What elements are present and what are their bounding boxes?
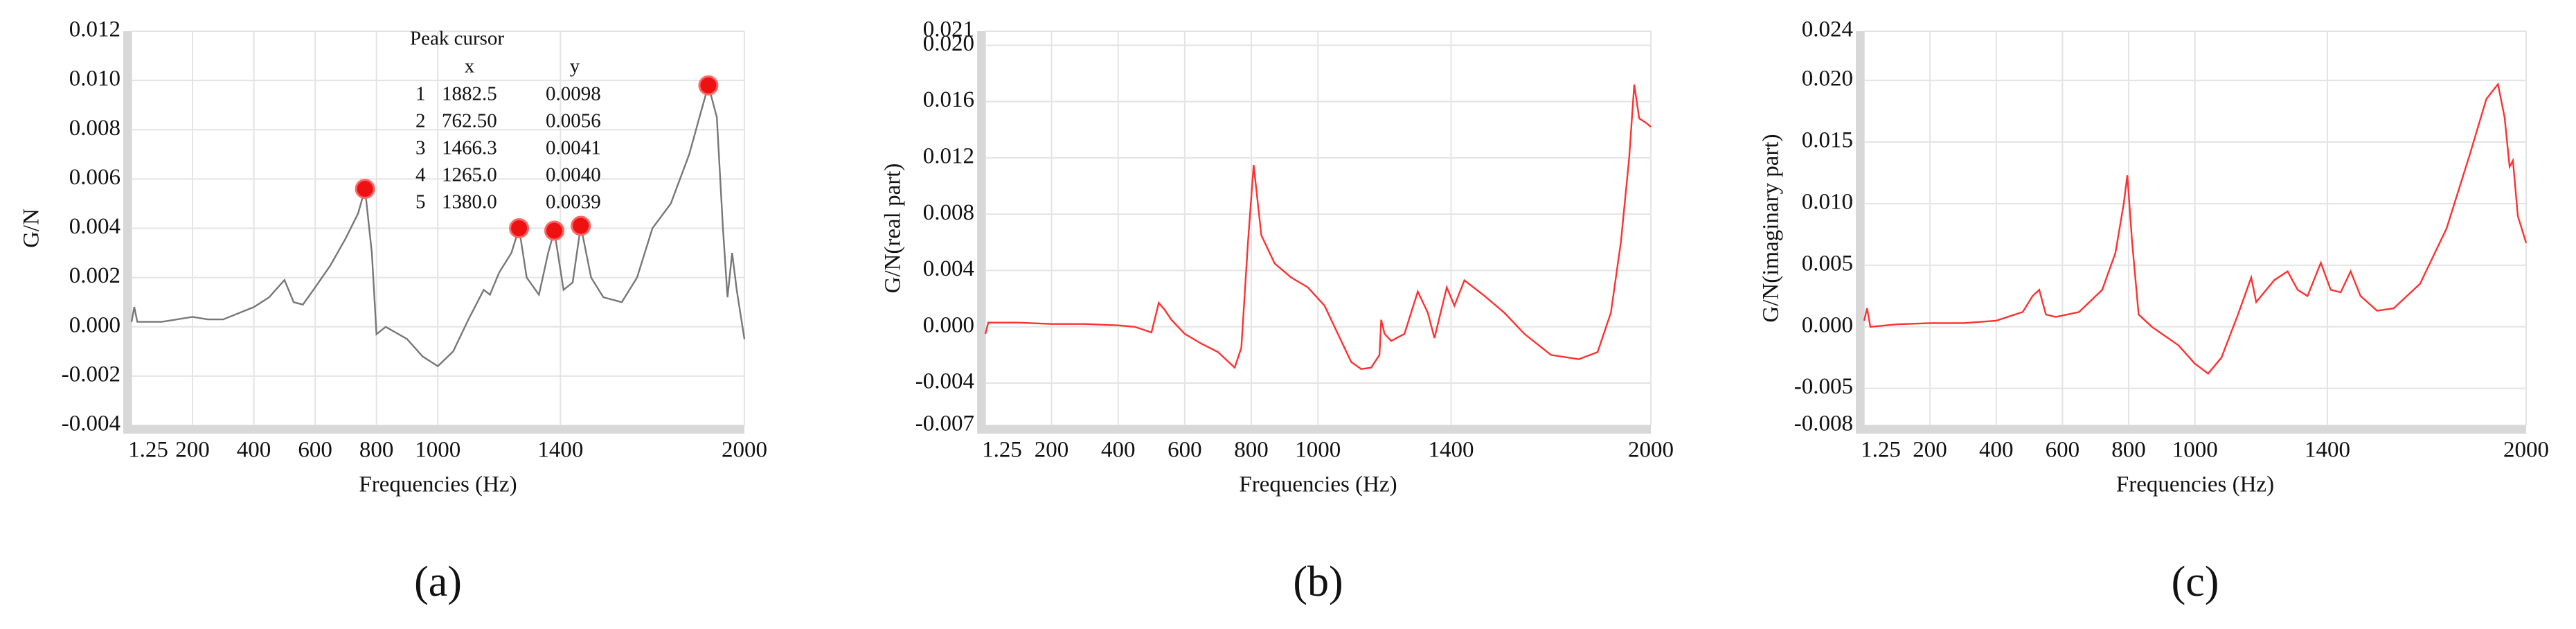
x-tick-label: 2000 bbox=[1628, 438, 1674, 463]
peak-table-x: 762.50 bbox=[442, 110, 497, 132]
x-tick-label: 400 bbox=[1101, 438, 1136, 463]
x-tick-label: 1000 bbox=[1295, 438, 1341, 463]
y-tick-label: 0.021 bbox=[923, 17, 974, 42]
peak-table-x: 1265.0 bbox=[442, 164, 497, 186]
y-tick-label: 0.012 bbox=[69, 17, 120, 42]
peak-table-y: 0.0041 bbox=[546, 137, 601, 159]
peak-table-index: 2 bbox=[415, 110, 426, 132]
y-tick-label: 0.000 bbox=[923, 312, 974, 337]
axis-band bbox=[123, 31, 132, 434]
x-tick-label: 800 bbox=[2111, 438, 2146, 463]
x-tick-label: 800 bbox=[359, 438, 394, 463]
x-tick-label: 1.25 bbox=[128, 438, 168, 463]
peak-table-header: y bbox=[570, 55, 580, 78]
peak-marker bbox=[698, 75, 719, 96]
peak-table-y: 0.0056 bbox=[546, 110, 601, 132]
x-tick-label: 400 bbox=[1979, 438, 2014, 463]
x-tick-label: 1400 bbox=[1429, 438, 1474, 463]
x-axis-title: Frequencies (Hz) bbox=[359, 472, 517, 497]
x-tick-label: 2000 bbox=[2503, 438, 2549, 463]
peak-marker bbox=[355, 179, 375, 200]
y-tick-label: 0.000 bbox=[1802, 312, 1853, 337]
peak-table-index: 1 bbox=[415, 83, 426, 105]
x-tick-label: 1.25 bbox=[1861, 438, 1901, 463]
x-tick-label: 1400 bbox=[537, 438, 583, 463]
y-tick-label: 0.024 bbox=[1802, 17, 1853, 42]
y-tick-label: 0.004 bbox=[69, 214, 120, 239]
x-tick-label: 200 bbox=[1035, 438, 1069, 463]
x-tick-label: 200 bbox=[175, 438, 210, 463]
x-tick-label: 600 bbox=[1168, 438, 1202, 463]
x-tick-label: 1.25 bbox=[982, 438, 1022, 463]
x-axis-title: Frequencies (Hz) bbox=[2116, 472, 2274, 497]
y-tick-label: 0.004 bbox=[923, 256, 974, 281]
y-tick-label: 0.008 bbox=[69, 116, 120, 141]
y-tick-label: 0.002 bbox=[69, 263, 120, 288]
y-tick-label: -0.002 bbox=[62, 362, 120, 387]
peak-table-index: 4 bbox=[415, 164, 426, 186]
axis-band bbox=[123, 425, 744, 434]
x-tick-label: 2000 bbox=[722, 438, 767, 463]
panel-label: (a) bbox=[414, 558, 462, 605]
y-axis-title: G/N bbox=[19, 209, 44, 248]
peak-marker bbox=[509, 218, 530, 238]
panel-label: (b) bbox=[1293, 558, 1343, 605]
peak-table-x: 1380.0 bbox=[442, 191, 497, 213]
peak-table-y: 0.0040 bbox=[546, 164, 601, 186]
axis-band bbox=[1856, 425, 2526, 434]
y-tick-label: 0.006 bbox=[69, 165, 120, 190]
y-tick-label: 0.016 bbox=[923, 87, 974, 112]
y-tick-label: 0.000 bbox=[69, 312, 120, 337]
y-tick-label: -0.004 bbox=[62, 411, 120, 436]
y-axis-title: G/N(imaginary part) bbox=[1759, 134, 1784, 322]
axis-band bbox=[977, 425, 1651, 434]
y-tick-label: 0.015 bbox=[1802, 128, 1853, 153]
x-tick-label: 1000 bbox=[2172, 438, 2218, 463]
x-tick-label: 800 bbox=[1234, 438, 1269, 463]
data-line bbox=[130, 82, 746, 368]
x-tick-label: 600 bbox=[298, 438, 332, 463]
y-tick-label: 0.012 bbox=[923, 143, 974, 168]
peak-marker bbox=[571, 215, 591, 236]
x-tick-label: 400 bbox=[237, 438, 271, 463]
panel-label: (c) bbox=[2172, 558, 2219, 605]
peak-table-y: 0.0098 bbox=[546, 83, 601, 105]
y-tick-label: 0.005 bbox=[1802, 251, 1853, 276]
peak-table-x: 1466.3 bbox=[442, 137, 497, 159]
peak-table-title: Peak cursor bbox=[410, 28, 504, 50]
y-tick-label: -0.005 bbox=[1794, 374, 1853, 399]
y-tick-label: 0.008 bbox=[923, 200, 974, 225]
y-tick-label: 0.020 bbox=[923, 31, 974, 56]
y-tick-label: 0.010 bbox=[1802, 190, 1853, 215]
peak-table-header: x bbox=[465, 55, 475, 78]
x-axis-title: Frequencies (Hz) bbox=[1239, 472, 1397, 497]
y-tick-label: -0.004 bbox=[915, 369, 974, 394]
data-line bbox=[984, 85, 1652, 370]
peak-table-x: 1882.5 bbox=[442, 83, 497, 105]
data-line bbox=[1863, 82, 2528, 375]
peak-table-y: 0.0039 bbox=[546, 191, 601, 213]
y-tick-label: 0.010 bbox=[69, 67, 120, 91]
x-tick-label: 200 bbox=[1913, 438, 1947, 463]
x-tick-label: 1000 bbox=[415, 438, 460, 463]
y-tick-label: -0.007 bbox=[915, 411, 974, 436]
y-tick-label: -0.008 bbox=[1794, 411, 1853, 436]
y-tick-label: 0.020 bbox=[1802, 67, 1853, 91]
axis-band bbox=[977, 31, 985, 434]
x-tick-label: 600 bbox=[2046, 438, 2080, 463]
peak-table-index: 3 bbox=[415, 137, 426, 159]
axis-band bbox=[1856, 31, 1864, 434]
x-tick-label: 1400 bbox=[2305, 438, 2350, 463]
peak-table-index: 5 bbox=[415, 191, 426, 213]
y-axis-title: G/N(real part) bbox=[881, 163, 906, 294]
peak-marker bbox=[544, 220, 564, 241]
